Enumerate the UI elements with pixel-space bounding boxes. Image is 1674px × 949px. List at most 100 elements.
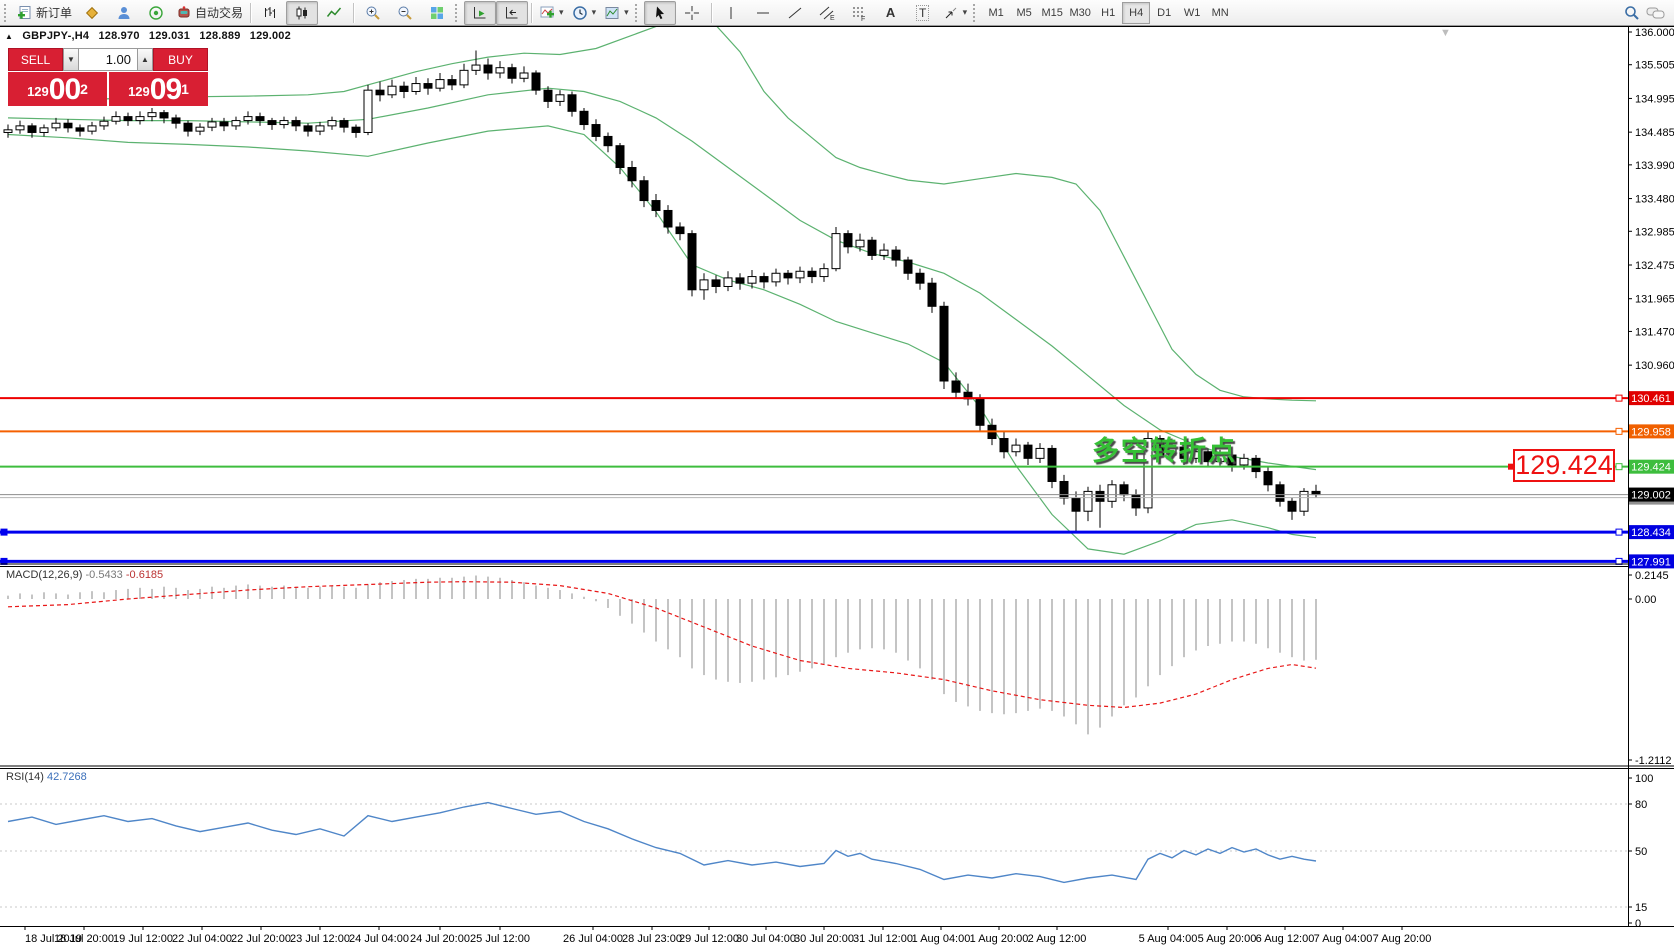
- clock-icon: [572, 5, 587, 20]
- search-icon[interactable]: [1624, 5, 1640, 21]
- timeframe-button-H4[interactable]: H4: [1122, 1, 1151, 24]
- template-icon: [605, 6, 619, 19]
- chart-nav-arrow-icon[interactable]: ▼: [1440, 27, 1451, 39]
- text-button[interactable]: A: [875, 1, 907, 25]
- autotrading-label: 自动交易: [195, 6, 244, 20]
- axis-label: 30 Jul 04:00: [736, 933, 796, 945]
- candlestick-chart-button[interactable]: [286, 0, 319, 25]
- axis-label: 135.505: [1635, 60, 1674, 72]
- chart-window: 136.000 135.505 134.995 134.485 133.990 133.4…: [0, 26, 1674, 949]
- axis-label: 1 Aug 04:00: [912, 933, 971, 945]
- chat-icon[interactable]: [1646, 5, 1666, 21]
- axis-label: 7 Aug 04:00: [1314, 933, 1373, 945]
- line-handle: [0, 557, 8, 565]
- line-handle: [1615, 557, 1623, 565]
- axis-label: 127.991: [1631, 556, 1671, 568]
- timeframe-button-M15[interactable]: M15: [1041, 6, 1063, 19]
- axis-label: 100: [1635, 773, 1653, 785]
- zoom-out-icon: [398, 6, 412, 20]
- line-chart-button[interactable]: [318, 1, 350, 25]
- buy-price-prefix: 129: [128, 84, 150, 99]
- axis-label: 136.000: [1635, 27, 1674, 39]
- buy-button[interactable]: BUY: [153, 48, 208, 71]
- axis-label: 133.990: [1635, 160, 1674, 172]
- axis-label: 19 Jul 12:00: [113, 933, 173, 945]
- profile-button[interactable]: [108, 1, 140, 25]
- zoom-out-button[interactable]: [389, 1, 421, 25]
- rsi-line: [7, 801, 1317, 884]
- sell-price-prefix: 129: [27, 84, 49, 99]
- timeframe-button-M1[interactable]: M1: [988, 6, 1004, 19]
- axis-label: 0.00: [1635, 594, 1656, 606]
- text-label-button[interactable]: T: [907, 1, 939, 25]
- dropdown-caret-icon: ▾: [591, 7, 597, 17]
- timeframe-button-MN[interactable]: MN: [1211, 6, 1229, 19]
- axis-label: 130.461: [1631, 393, 1671, 405]
- indicators-button[interactable]: ▾: [535, 1, 568, 25]
- axis-label: 24 Jul 20:00: [410, 933, 470, 945]
- timeframe-button-D1[interactable]: D1: [1157, 6, 1172, 19]
- fibonacci-button[interactable]: F: [843, 1, 875, 25]
- autotrading-button[interactable]: 自动交易: [172, 1, 247, 25]
- buy-price-sup: 1: [181, 81, 189, 97]
- templates-button[interactable]: ▾: [600, 1, 633, 25]
- sell-button[interactable]: SELL: [8, 48, 63, 71]
- price-line-label: [1629, 487, 1674, 502]
- timeframe-button-M30[interactable]: M30: [1069, 6, 1091, 19]
- axis-label: 18 Jul 2019: [25, 933, 82, 945]
- timeframe-button-M5[interactable]: M5: [1016, 6, 1032, 19]
- line-handle: [1615, 463, 1623, 471]
- chart-shift-button[interactable]: [496, 0, 529, 25]
- axis-label: 29 Jul 12:00: [679, 933, 739, 945]
- signals-button[interactable]: [140, 1, 172, 25]
- svg-text:E: E: [830, 15, 835, 21]
- mql5-button[interactable]: [76, 1, 108, 25]
- zoom-in-button[interactable]: [357, 1, 389, 25]
- auto-scroll-button[interactable]: [464, 0, 497, 25]
- tile-windows-button[interactable]: [421, 1, 453, 25]
- axis-label: 134.995: [1635, 93, 1674, 105]
- equidistant-channel-button[interactable]: E: [811, 1, 843, 25]
- buy-price-button[interactable]: 129 09 1: [109, 72, 208, 106]
- line-handle: [1615, 394, 1623, 402]
- price-tag-box[interactable]: 129.424: [1513, 449, 1615, 482]
- volume-decrease-button[interactable]: ▼: [63, 48, 79, 71]
- periods-button[interactable]: ▾: [568, 1, 601, 25]
- axis-label: 133.480: [1635, 194, 1674, 206]
- vertical-line-button[interactable]: [715, 1, 747, 25]
- axis-label: 7 Aug 20:00: [1373, 933, 1432, 945]
- profile-icon: [118, 6, 130, 19]
- chart-canvas[interactable]: 136.000 135.505 134.995 134.485 133.990 133.4…: [0, 27, 1674, 949]
- main-toolbar: 新订单 自动交易: [0, 0, 1674, 26]
- axis-label: 22 Jul 20:00: [231, 933, 291, 945]
- timeframe-button-H1[interactable]: H1: [1101, 6, 1116, 19]
- high-value: 129.031: [148, 30, 191, 42]
- cursor-button[interactable]: [643, 0, 676, 25]
- axis-label: 130.960: [1635, 360, 1674, 372]
- axis-label: 5 Aug 20:00: [1198, 933, 1257, 945]
- volume-increase-button[interactable]: ▲: [137, 48, 153, 71]
- trendline-button[interactable]: [779, 1, 811, 25]
- arrows-button[interactable]: ▾: [939, 1, 972, 25]
- new-order-button[interactable]: 新订单: [13, 1, 76, 25]
- chart-annotation-text[interactable]: 多空转折点: [1092, 436, 1237, 466]
- axis-label: 1 Aug 20:00: [970, 933, 1029, 945]
- bar-chart-icon: [265, 6, 276, 18]
- text-label-icon: T: [915, 4, 930, 21]
- fibonacci-icon: F: [852, 7, 865, 21]
- line-handle: [0, 528, 8, 536]
- bar-chart-button[interactable]: [254, 1, 286, 25]
- sell-price-button[interactable]: 129 00 2: [8, 72, 107, 106]
- sell-price-big: 00: [48, 73, 81, 106]
- timeframe-button-W1[interactable]: W1: [1183, 6, 1201, 19]
- toolbar-separator: [250, 2, 252, 23]
- axis-label: 132.475: [1635, 260, 1674, 272]
- axis-label: 0.2145: [1635, 570, 1669, 582]
- crosshair-button[interactable]: [676, 1, 708, 25]
- collapse-arrow-icon[interactable]: ▲: [5, 32, 14, 41]
- volume-input[interactable]: 1.00: [79, 48, 137, 71]
- line-handle: [1615, 528, 1623, 536]
- new-order-icon: [18, 5, 31, 19]
- horizontal-line-button[interactable]: [747, 1, 779, 25]
- dropdown-caret-icon: ▾: [624, 7, 629, 17]
